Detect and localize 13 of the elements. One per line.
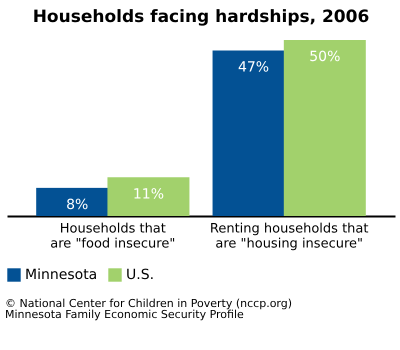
x-tick-label: Households that are "food insecure" [50, 222, 176, 252]
data-label: 11% [132, 186, 164, 202]
bar [284, 40, 366, 216]
chart-title: Households facing hardships, 2006 [32, 7, 370, 27]
x-tick-label: Renting households that are "housing insecure" [210, 222, 368, 252]
data-label: 8% [66, 196, 88, 213]
legend-label: U.S. [126, 267, 154, 283]
text: Minnesota Family Economic Security Profile [5, 308, 244, 321]
text: © National Center for Children in Poverty (nccp.org) [5, 297, 292, 310]
data-label: 50% [309, 49, 340, 65]
legend-label: Minnesota [25, 267, 98, 283]
bar [107, 177, 190, 216]
data-label: 47% [238, 60, 270, 76]
